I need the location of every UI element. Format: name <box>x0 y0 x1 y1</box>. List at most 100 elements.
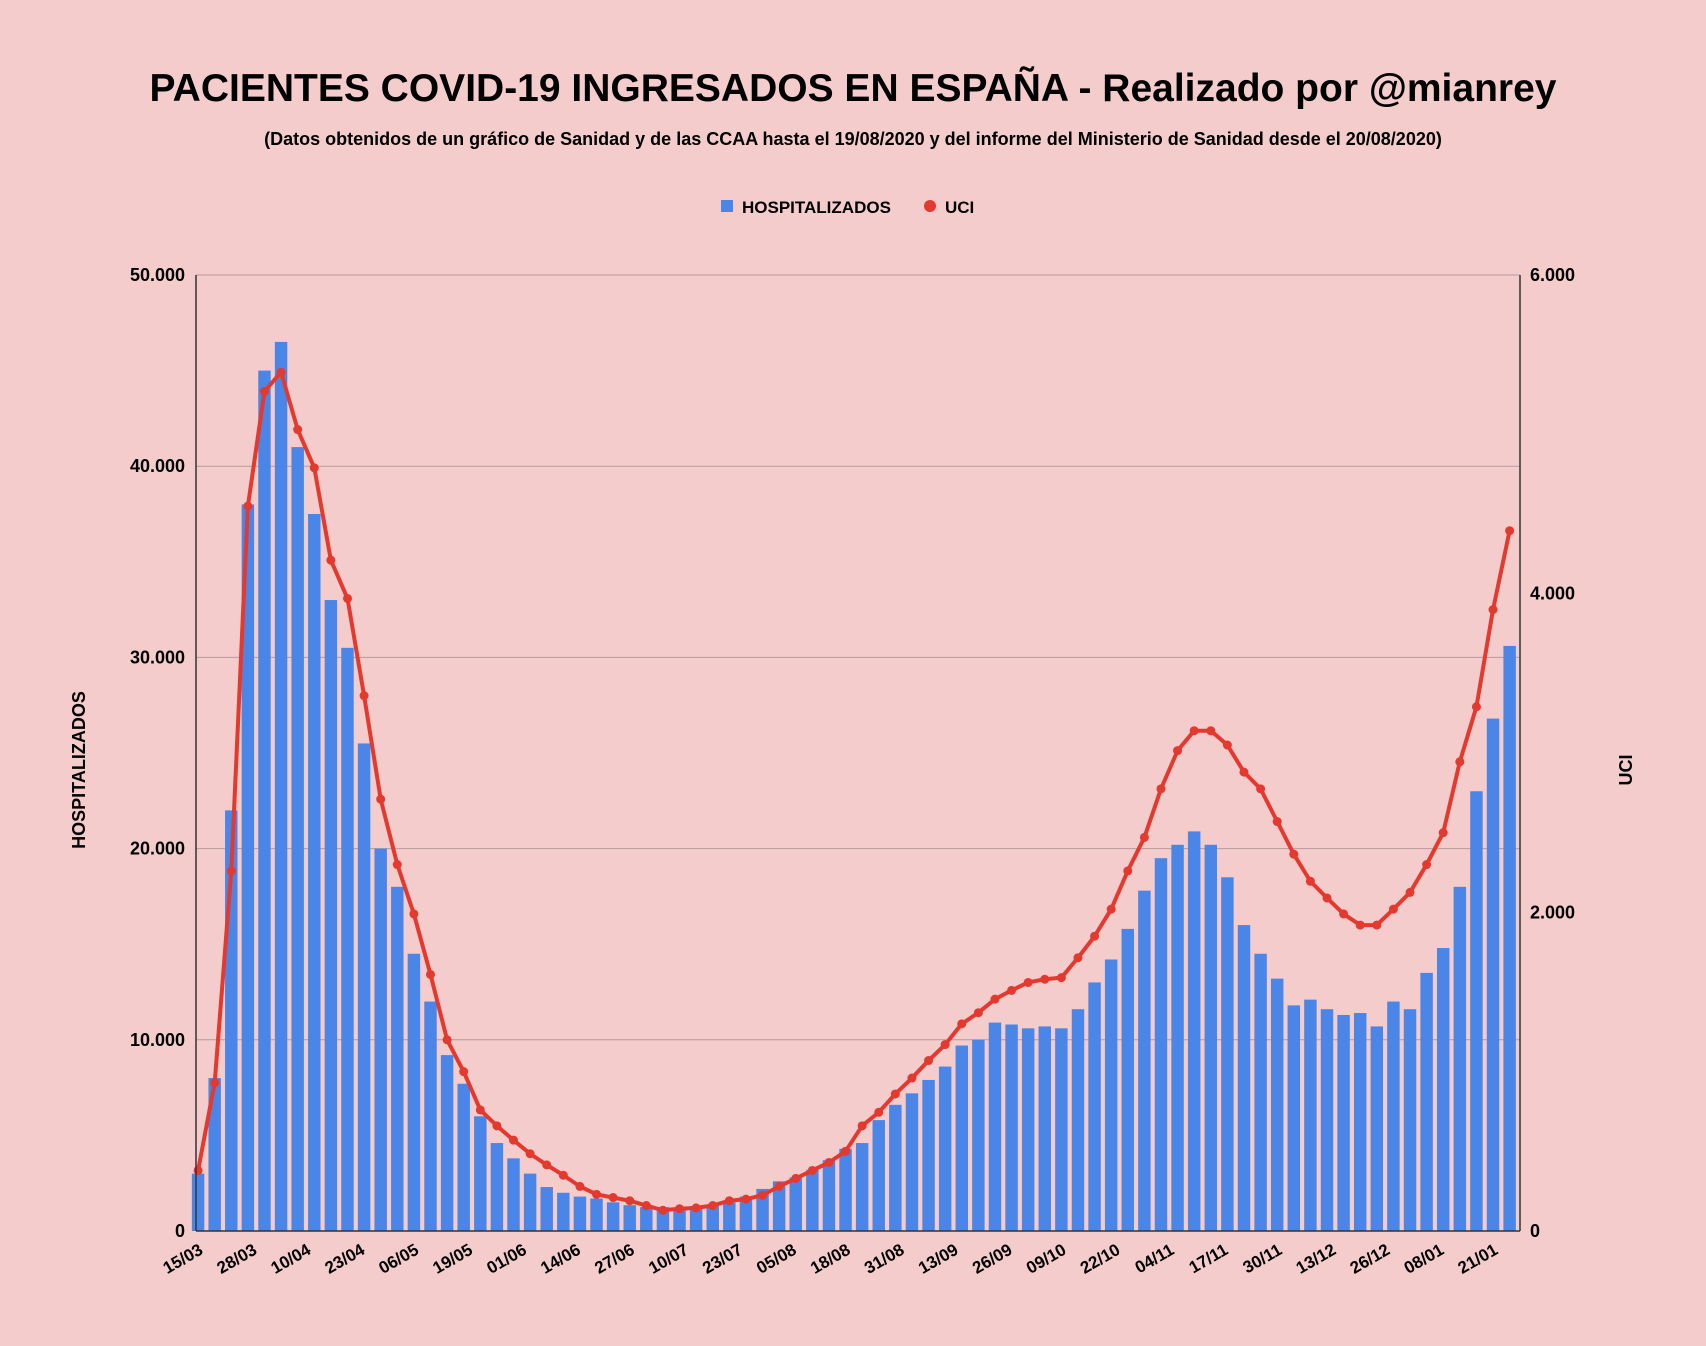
uci-point <box>575 1181 585 1191</box>
hospitalizados-bar <box>291 447 304 1232</box>
hospitalizados-bar <box>972 1039 985 1231</box>
uci-point <box>243 501 253 511</box>
uci-point <box>525 1149 535 1159</box>
hospitalizados-bar <box>673 1208 686 1231</box>
hospitalizados-bar <box>1138 890 1151 1231</box>
uci-point <box>691 1203 701 1213</box>
hospitalizados-bar <box>756 1188 769 1231</box>
hospitalizados-bar <box>706 1205 719 1231</box>
hospitalizados-bar <box>1104 959 1118 1231</box>
uci-point <box>1272 817 1282 827</box>
hospitalizados-bar <box>507 1158 520 1231</box>
y-left-tick-label: 50.000 <box>130 265 185 285</box>
uci-point <box>376 794 386 804</box>
uci-point <box>857 1121 867 1131</box>
uci-point <box>990 994 1000 1004</box>
hospitalizados-bar <box>407 953 421 1231</box>
hospitalizados-bar <box>739 1196 753 1231</box>
hospitalizados-bar <box>789 1177 802 1231</box>
hospitalizados-bar <box>457 1083 470 1231</box>
legend-hospitalizados-swatch <box>721 200 733 212</box>
uci-point <box>1106 904 1116 914</box>
uci-point <box>542 1160 552 1170</box>
hospitalizados-bar <box>689 1206 703 1231</box>
hospitalizados-bar <box>1055 1028 1068 1231</box>
hospitalizados-bar <box>723 1202 736 1231</box>
uci-point <box>1056 973 1066 983</box>
hospitalizados-bar <box>772 1181 786 1231</box>
uci-point <box>475 1105 485 1115</box>
uci-point <box>226 866 236 876</box>
uci-point <box>492 1121 502 1131</box>
hospitalizados-bar <box>258 370 271 1232</box>
uci-point <box>1090 931 1100 941</box>
hospitalizados-bar <box>1204 844 1218 1231</box>
uci-point <box>1372 920 1382 930</box>
uci-point <box>940 1040 950 1050</box>
hospitalizados-bar <box>1121 928 1135 1231</box>
uci-point <box>1455 757 1465 767</box>
hospitalizados-bar <box>191 1173 205 1231</box>
hospitalizados-bar <box>822 1160 836 1231</box>
uci-point <box>1422 860 1432 870</box>
hospitalizados-bar <box>1337 1014 1350 1231</box>
uci-point <box>724 1196 734 1206</box>
hospitalizados-bar <box>606 1202 620 1231</box>
hospitalizados-bar <box>1171 844 1184 1231</box>
y-left-tick-label: 30.000 <box>130 647 185 667</box>
uci-point <box>641 1201 651 1211</box>
uci-point <box>442 1035 452 1045</box>
y-right-tick-label: 6.000 <box>1530 265 1575 285</box>
hospitalizados-bar <box>1420 972 1433 1231</box>
hospitalizados-bar <box>855 1143 869 1231</box>
uci-line <box>196 370 1512 1213</box>
uci-point <box>193 1165 203 1175</box>
hospitalizados-bar <box>905 1093 919 1231</box>
uci-point <box>874 1107 884 1117</box>
uci-point <box>1206 726 1216 736</box>
uci-point <box>342 593 352 603</box>
legend-uci-label: UCI <box>945 198 974 217</box>
uci-point <box>459 1067 469 1077</box>
hospitalizados-bar <box>955 1045 968 1231</box>
hospitalizados-bar <box>208 1078 221 1231</box>
hospitalizados-bar <box>1254 953 1267 1231</box>
uci-point <box>1023 977 1033 987</box>
hospitalizados-bar <box>1320 1009 1334 1231</box>
legend-hospitalizados-label: HOSPITALIZADOS <box>742 198 891 217</box>
hospitalizados-bar <box>1038 1026 1051 1231</box>
uci-point <box>1305 876 1315 886</box>
uci-point <box>1339 909 1349 919</box>
hospitalizados-bar <box>374 848 387 1231</box>
hospitalizados-bar <box>1387 1001 1400 1231</box>
hospitalizados-bar <box>1270 978 1284 1231</box>
uci-point <box>326 555 336 565</box>
hospitalizados-bar <box>391 886 404 1231</box>
hospitalizados-bar <box>1287 1005 1301 1231</box>
uci-point <box>924 1056 934 1066</box>
uci-point <box>824 1157 834 1167</box>
uci-point <box>675 1204 685 1214</box>
uci-point <box>409 909 419 919</box>
uci-point <box>1222 740 1232 750</box>
uci-point <box>1355 920 1365 930</box>
hospitalizados-bar <box>1088 982 1101 1231</box>
uci-point <box>1505 526 1515 536</box>
uci-point <box>658 1205 668 1215</box>
hospitalizados-bar <box>540 1187 553 1231</box>
uci-point <box>558 1170 568 1180</box>
uci-point <box>1156 784 1166 794</box>
uci-point <box>259 386 269 396</box>
hospitalizados-bars <box>191 341 1516 1232</box>
hospitalizados-bar <box>872 1120 885 1231</box>
uci-point <box>359 691 369 701</box>
uci-point <box>1123 866 1133 876</box>
y-left-tick-label: 20.000 <box>130 839 185 859</box>
hospitalizados-bar <box>839 1148 852 1231</box>
uci-point <box>426 969 436 979</box>
uci-point <box>1438 828 1448 838</box>
hospitalizados-bar <box>1187 831 1201 1231</box>
hospitalizados-bar <box>341 647 354 1231</box>
hospitalizados-bar <box>922 1079 935 1231</box>
hospitalizados-bar <box>1154 858 1168 1231</box>
